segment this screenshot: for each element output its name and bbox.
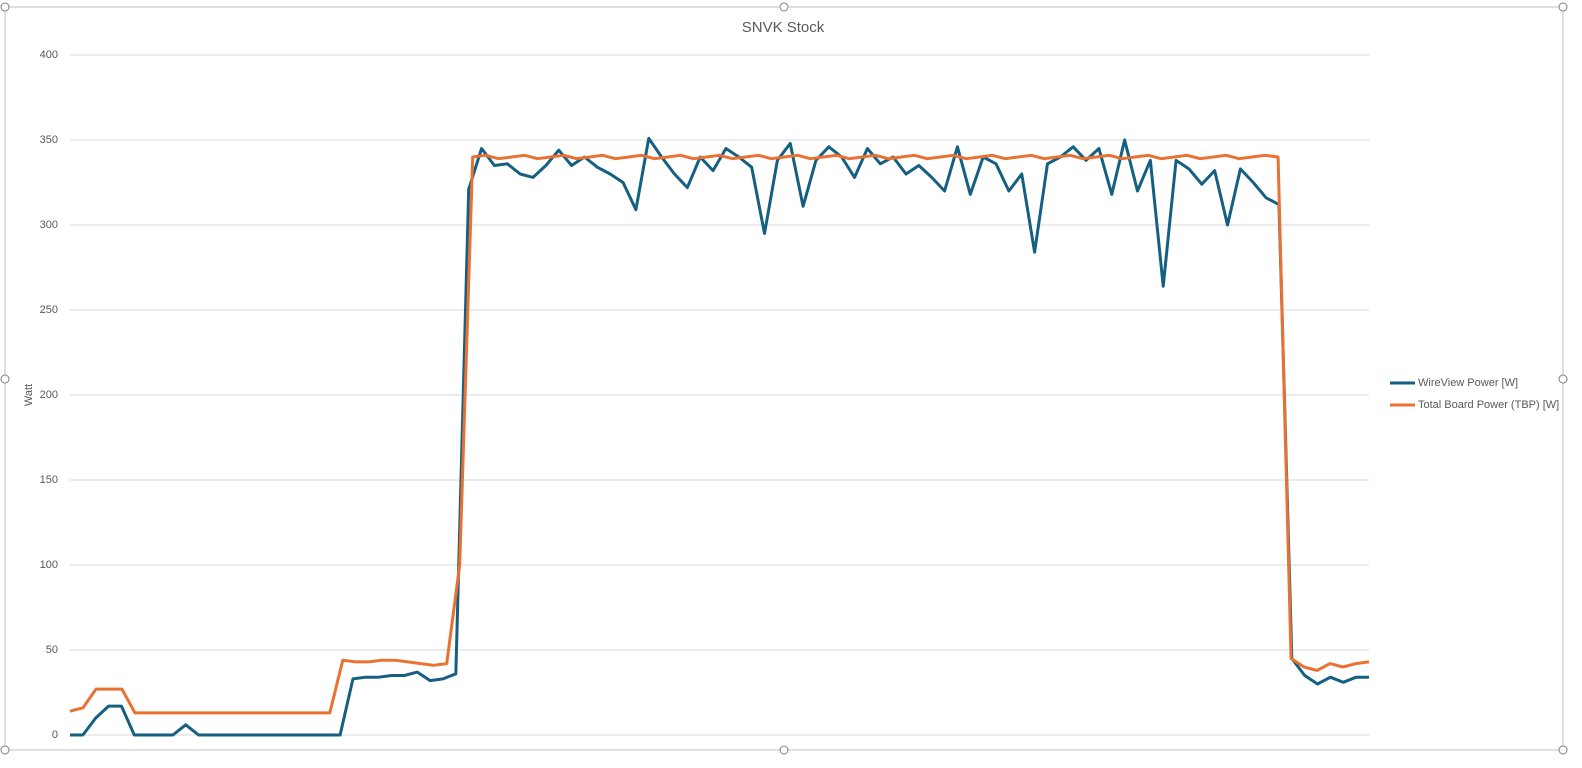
y-tick-label: 400 — [40, 49, 58, 61]
y-axis-label: Watt — [23, 384, 35, 406]
y-tick-label: 300 — [40, 219, 58, 231]
y-tick-label: 200 — [40, 389, 58, 401]
legend-label: Total Board Power (TBP) [W] — [1418, 399, 1559, 411]
chart-frame — [4, 6, 1564, 751]
y-tick-label: 150 — [40, 474, 58, 486]
legend-label: WireView Power [W] — [1418, 377, 1518, 389]
y-tick-label: 250 — [40, 304, 58, 316]
series-line — [69, 153, 1370, 715]
y-tick-label: 50 — [46, 644, 58, 656]
y-tick-label: 100 — [40, 559, 58, 571]
selection-handles — [0, 2, 1568, 755]
chart-title: SNVK Stock — [742, 19, 825, 36]
series-line — [70, 136, 1369, 737]
y-tick-label: 350 — [40, 134, 58, 146]
y-tick-label: 0 — [52, 729, 58, 741]
